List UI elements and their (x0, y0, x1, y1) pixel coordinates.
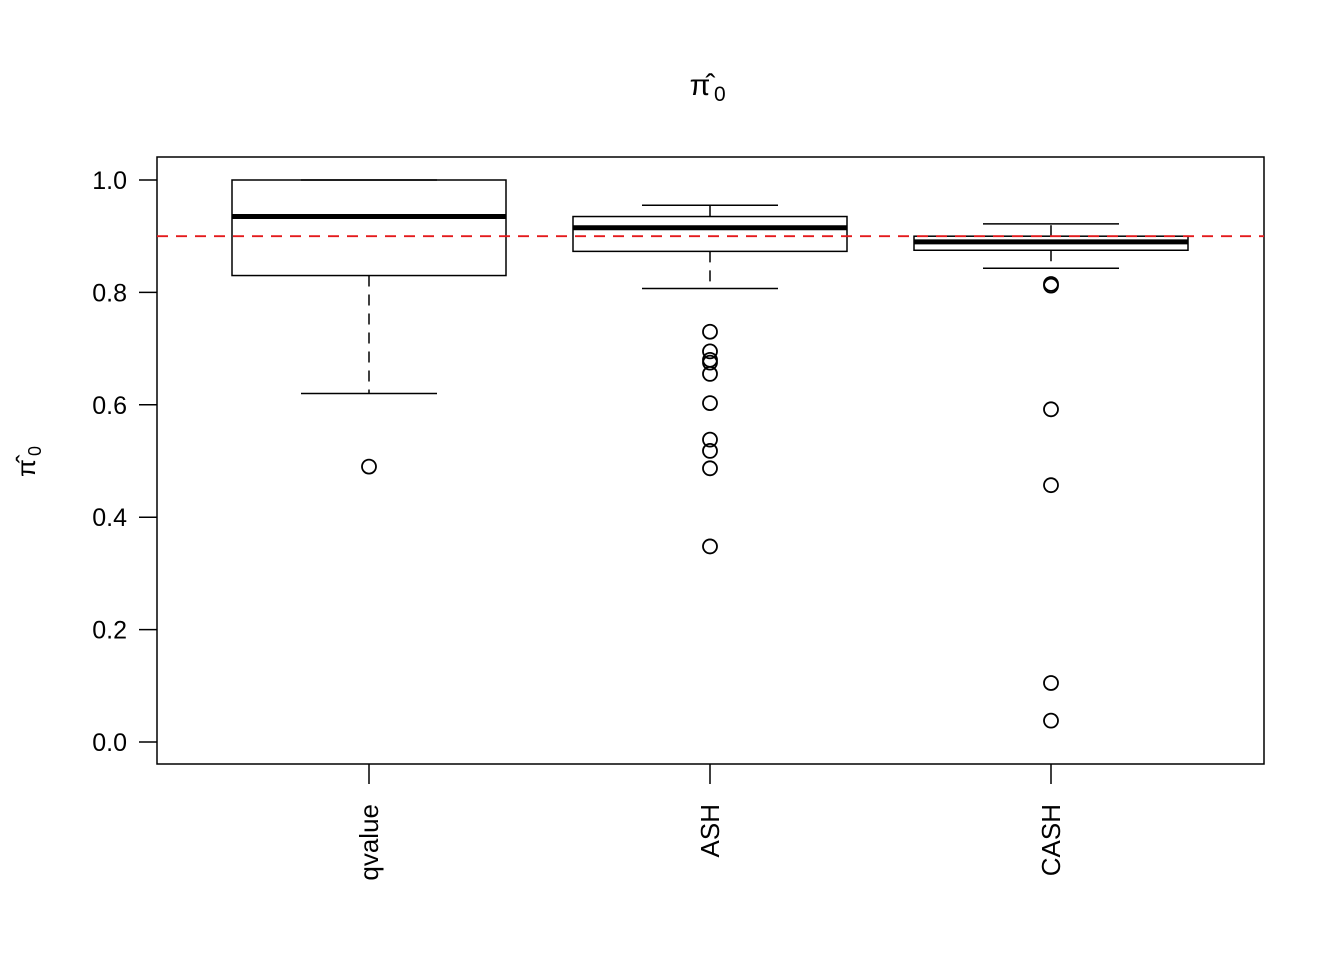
outlier-point (702, 395, 718, 412)
outlier-point (702, 354, 718, 371)
x-tick-label: CASH (1036, 804, 1066, 876)
outlier-point (1043, 401, 1059, 418)
outlier-point (361, 458, 377, 475)
outlier-point (702, 343, 718, 360)
outlier-point (1043, 277, 1059, 294)
outlier-point (1043, 712, 1059, 729)
outlier-point (702, 431, 718, 448)
outlier-point (702, 460, 718, 477)
chart-title-text: π̂ (690, 69, 716, 102)
y-tick-label: 0.0 (92, 729, 127, 757)
y-tick-label: 0.4 (92, 504, 127, 532)
box-rect (231, 179, 507, 277)
outlier-point (702, 538, 718, 555)
outlier-point (1043, 675, 1059, 691)
chart-title-subscript: 0 (714, 83, 726, 106)
outlier-point (702, 323, 718, 340)
y-axis: 0.0 0.2 0.4 0.6 0.8 1.0 (92, 167, 157, 757)
boxes (231, 179, 1189, 729)
y-axis-label-text: π̂ (11, 454, 41, 477)
y-tick-label: 0.2 (92, 617, 127, 645)
y-tick-label: 1.0 (92, 167, 127, 195)
y-axis-label: π̂ 0 (11, 446, 45, 477)
y-tick-label: 0.6 (92, 392, 127, 420)
x-axis: qvalue ASH CASH (354, 764, 1066, 881)
outlier-point (702, 365, 718, 382)
outlier-point (1043, 477, 1059, 494)
y-tick-label: 0.8 (92, 279, 127, 307)
box-cash (913, 223, 1189, 729)
y-axis-label-subscript: 0 (25, 446, 45, 456)
x-tick-label: ASH (695, 804, 725, 857)
chart-title: π̂ 0 (690, 69, 726, 106)
box-qvalue (231, 179, 507, 475)
x-tick-label: qvalue (354, 804, 384, 881)
box-ash (572, 204, 848, 555)
outlier-point (702, 442, 718, 459)
box-rect (572, 215, 848, 253)
